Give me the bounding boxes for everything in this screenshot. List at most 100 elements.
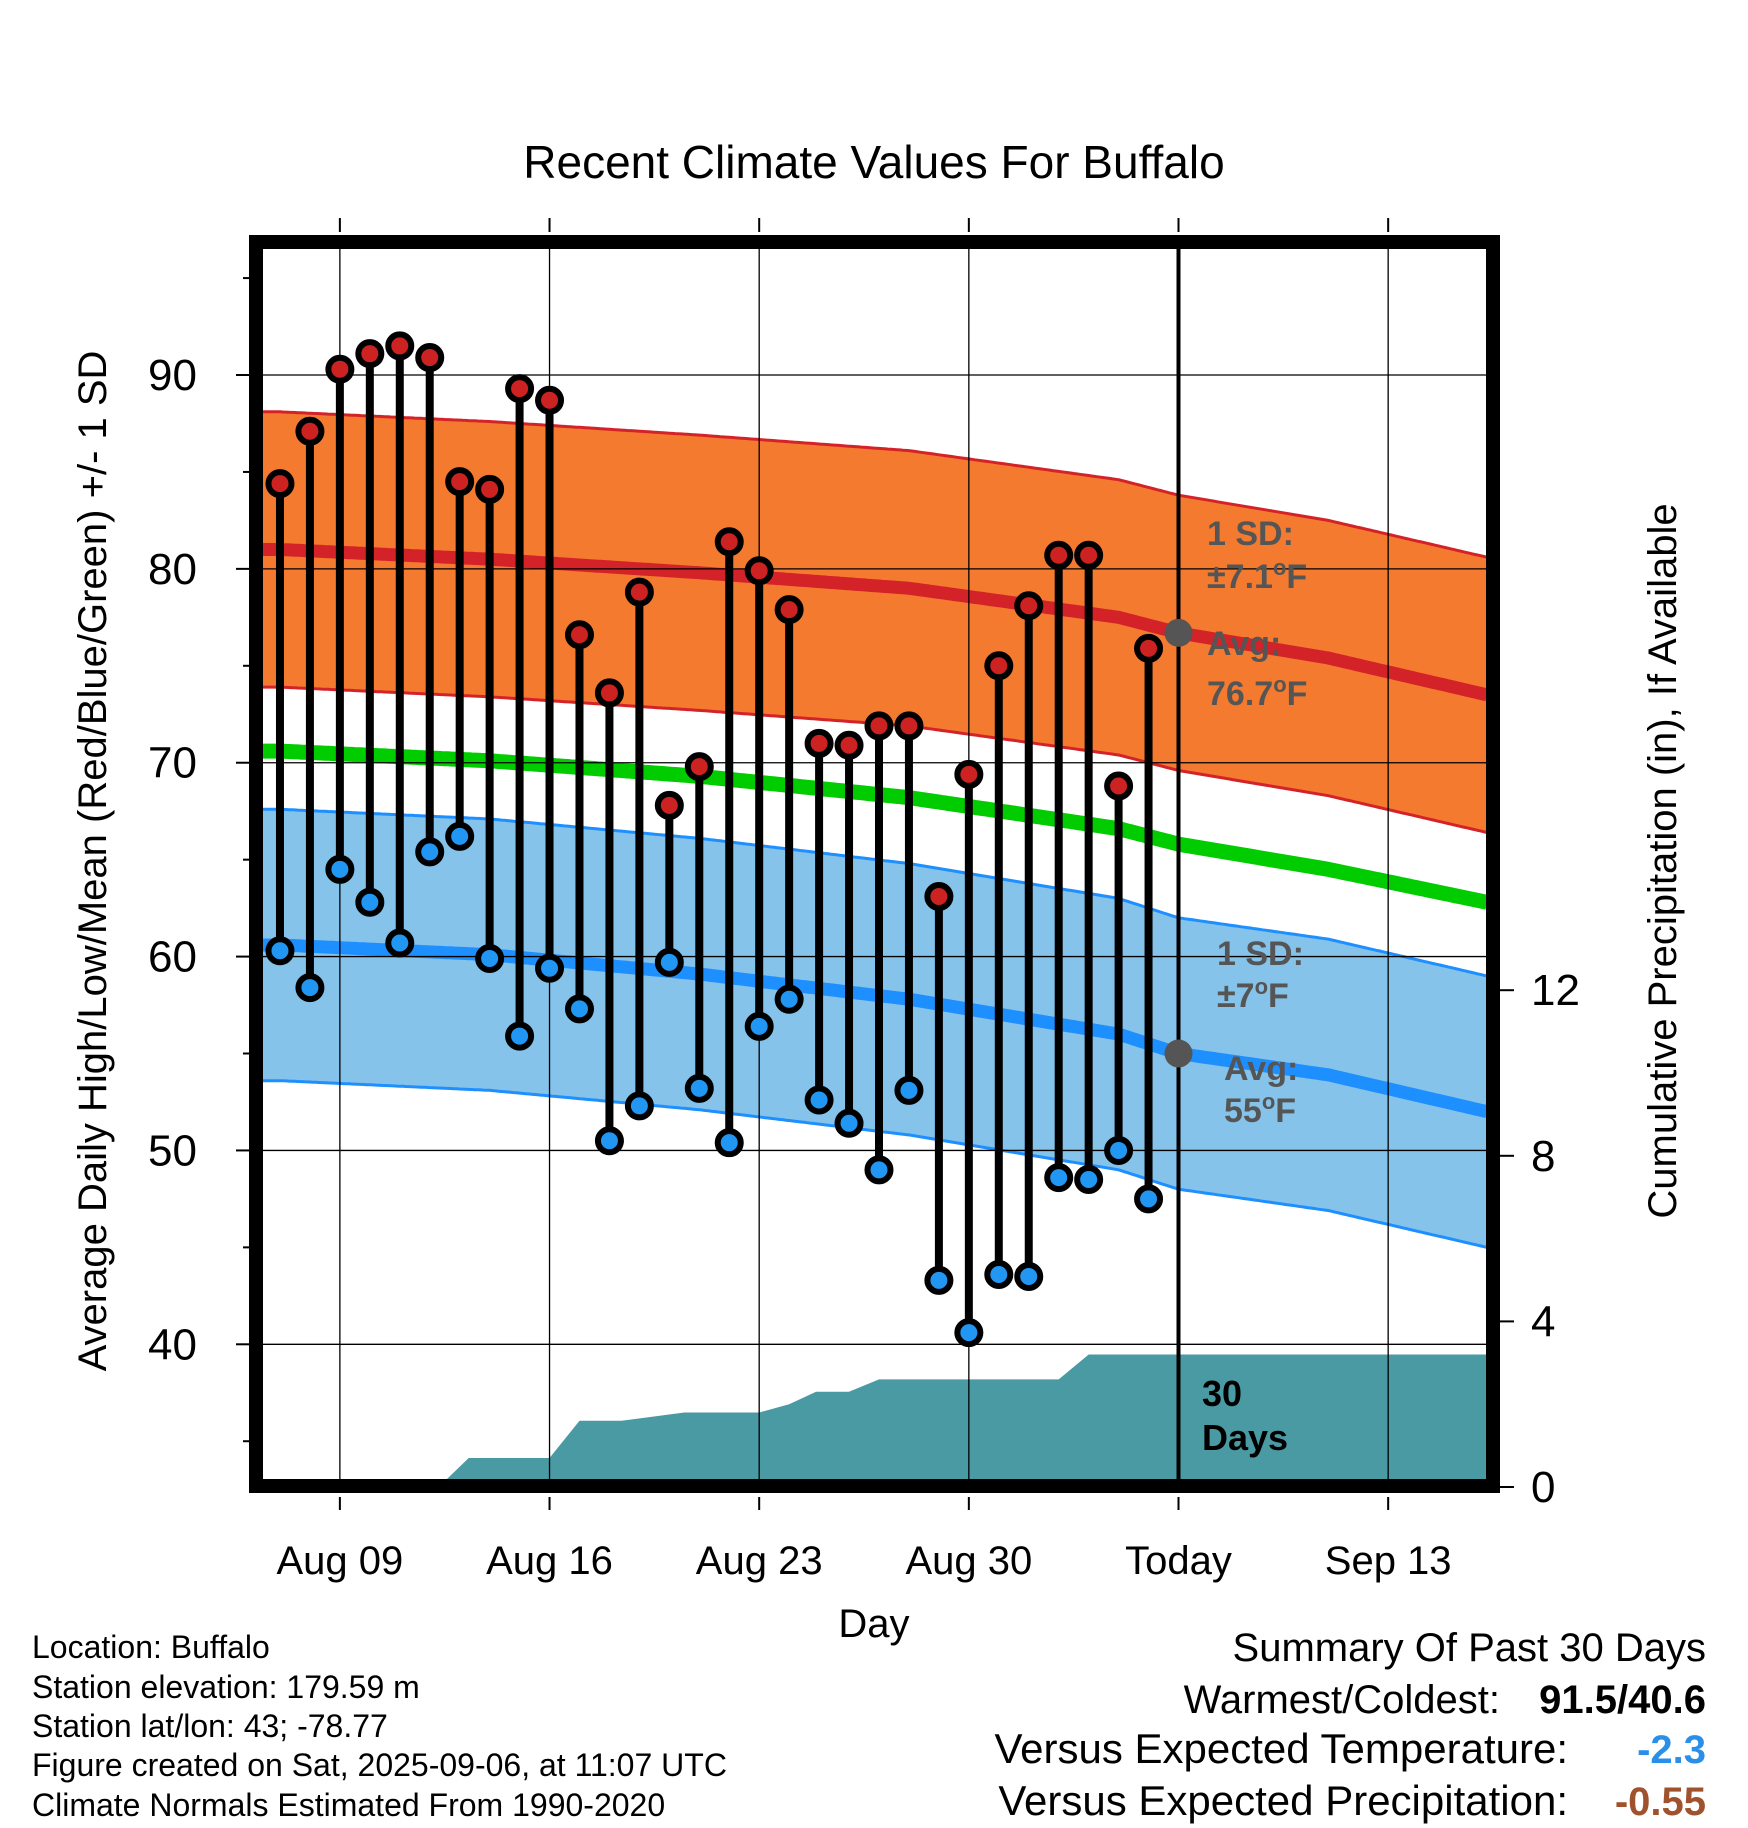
daily-high-marker (954, 759, 984, 789)
today-days-label: 30 Days (1202, 1373, 1288, 1458)
low-sd-upper-edge (262, 807, 1488, 978)
avg-high-value-value: 76.7 (1207, 675, 1273, 713)
daily-high-marker (1044, 540, 1074, 570)
daily-high-marker (505, 374, 535, 404)
avg-high-value: 76.7oF (1207, 672, 1307, 713)
y-tick-label: 70 (148, 739, 197, 788)
daily-low-marker (295, 973, 325, 1003)
avg-high-title: Avg: (1207, 625, 1281, 663)
y-axis-label: Average Daily High/Low/Mean (Red/Blue/Gr… (71, 351, 115, 1372)
x-tick-label: Aug 16 (486, 1539, 613, 1583)
daily-low-marker (594, 1126, 624, 1156)
y-tick-label: 60 (148, 933, 197, 982)
y-tick-label: 40 (148, 1320, 197, 1369)
daily-low-marker (1074, 1165, 1104, 1195)
low-sd-value: ±7oF (1217, 974, 1289, 1015)
daily-high-marker (1074, 540, 1104, 570)
daily-high-marker (774, 595, 804, 625)
daily-high-marker (475, 474, 505, 504)
daily-high-marker (654, 790, 684, 820)
unit-f: F (1287, 675, 1308, 713)
daily-low-marker (684, 1073, 714, 1103)
plot-frame (249, 235, 1500, 1493)
daily-low-marker (475, 944, 505, 974)
daily-low-marker (654, 947, 684, 977)
daily-low-marker (1044, 1163, 1074, 1193)
low-sd-value-value: ±7 (1217, 977, 1255, 1015)
degree-symbol: o (1255, 974, 1268, 999)
daily-high-marker (415, 343, 445, 373)
daily-high-marker (804, 728, 834, 758)
daily-low-marker (445, 821, 475, 851)
daily-low-marker (265, 936, 295, 966)
high-sd-upper-edge (262, 410, 1488, 559)
today-avg-low-dot (1164, 1039, 1193, 1068)
daily-high-marker (864, 711, 894, 741)
daily-high-marker (295, 416, 325, 446)
daily-low-marker (894, 1075, 924, 1105)
daily-high-marker (535, 385, 565, 415)
daily-high-marker (564, 620, 594, 650)
daily-low-marker (385, 928, 415, 958)
footer-latlon: Station lat/lon: 43; -78.77 (32, 1708, 388, 1744)
today-avg-high-dot (1164, 618, 1193, 647)
avg-high-line (262, 543, 1489, 702)
daily-low-marker (1134, 1184, 1164, 1214)
y2-axis-label: Cumulative Precipitation (in), If Availa… (1641, 503, 1685, 1218)
daily-low-marker (864, 1155, 894, 1185)
daily-high-marker (1014, 591, 1044, 621)
x-tick-label: Aug 30 (905, 1539, 1032, 1583)
avg-low-value: 55oF (1224, 1089, 1296, 1130)
today-days-label-line: 30 (1202, 1373, 1242, 1414)
x-tick-label: Sep 13 (1325, 1539, 1452, 1583)
data-markers (265, 331, 1164, 1348)
daily-low-marker (505, 1021, 535, 1051)
daily-high-marker (1134, 633, 1164, 663)
y-tick-label: 80 (148, 545, 197, 594)
chart-title: Recent Climate Values For Buffalo (523, 136, 1224, 188)
precip-vs-expected-label: Versus Expected Precipitation: (998, 1777, 1568, 1824)
degree-symbol: o (1273, 672, 1286, 697)
precip-area (438, 1354, 1488, 1487)
daily-low-marker (564, 994, 594, 1024)
daily-high-marker (834, 730, 864, 760)
today-days-label-line: Days (1202, 1417, 1288, 1458)
unit-f: F (1268, 977, 1289, 1015)
summary-panel: Summary Of Past 30 Days Warmest/Coldest:… (994, 1626, 1706, 1824)
y2-tick-label: 8 (1531, 1132, 1555, 1181)
high-sd-band (262, 411, 1487, 833)
summary-title: Summary Of Past 30 Days (1233, 1626, 1706, 1670)
daily-high-marker (894, 711, 924, 741)
daily-low-marker (774, 984, 804, 1014)
daily-low-marker (954, 1318, 984, 1348)
precip-vs-expected-value: -0.55 (1615, 1780, 1706, 1824)
daily-low-marker (834, 1108, 864, 1138)
daily-high-marker (924, 881, 954, 911)
y2-tick-label: 12 (1531, 966, 1580, 1015)
low-sd-title: 1 SD: (1217, 935, 1304, 973)
avg-low-value-value: 55 (1224, 1092, 1262, 1130)
y-tick-label: 90 (148, 351, 197, 400)
degree-symbol: o (1262, 1089, 1275, 1114)
plot-area (262, 410, 1489, 1487)
x-tick-label: Aug 23 (696, 1539, 823, 1583)
daily-low-marker (1104, 1135, 1134, 1165)
warm-cold-label: Warmest/Coldest: (1184, 1678, 1500, 1722)
daily-low-marker (624, 1091, 654, 1121)
degree-symbol: o (1273, 555, 1286, 580)
unit-f: F (1286, 558, 1307, 596)
daily-low-marker (1014, 1261, 1044, 1291)
daily-high-marker (684, 752, 714, 782)
mean-line (262, 743, 1489, 910)
temp-vs-expected-value: -2.3 (1637, 1728, 1706, 1772)
daily-low-marker (804, 1085, 834, 1115)
avg-low-title: Avg: (1224, 1050, 1298, 1088)
warm-cold-value: 91.5/40.6 (1539, 1678, 1706, 1722)
daily-high-marker (714, 527, 744, 557)
unit-f: F (1275, 1092, 1296, 1130)
avg-low-line (262, 938, 1489, 1119)
daily-low-marker (355, 887, 385, 917)
temp-vs-expected-label: Versus Expected Temperature: (994, 1725, 1568, 1772)
